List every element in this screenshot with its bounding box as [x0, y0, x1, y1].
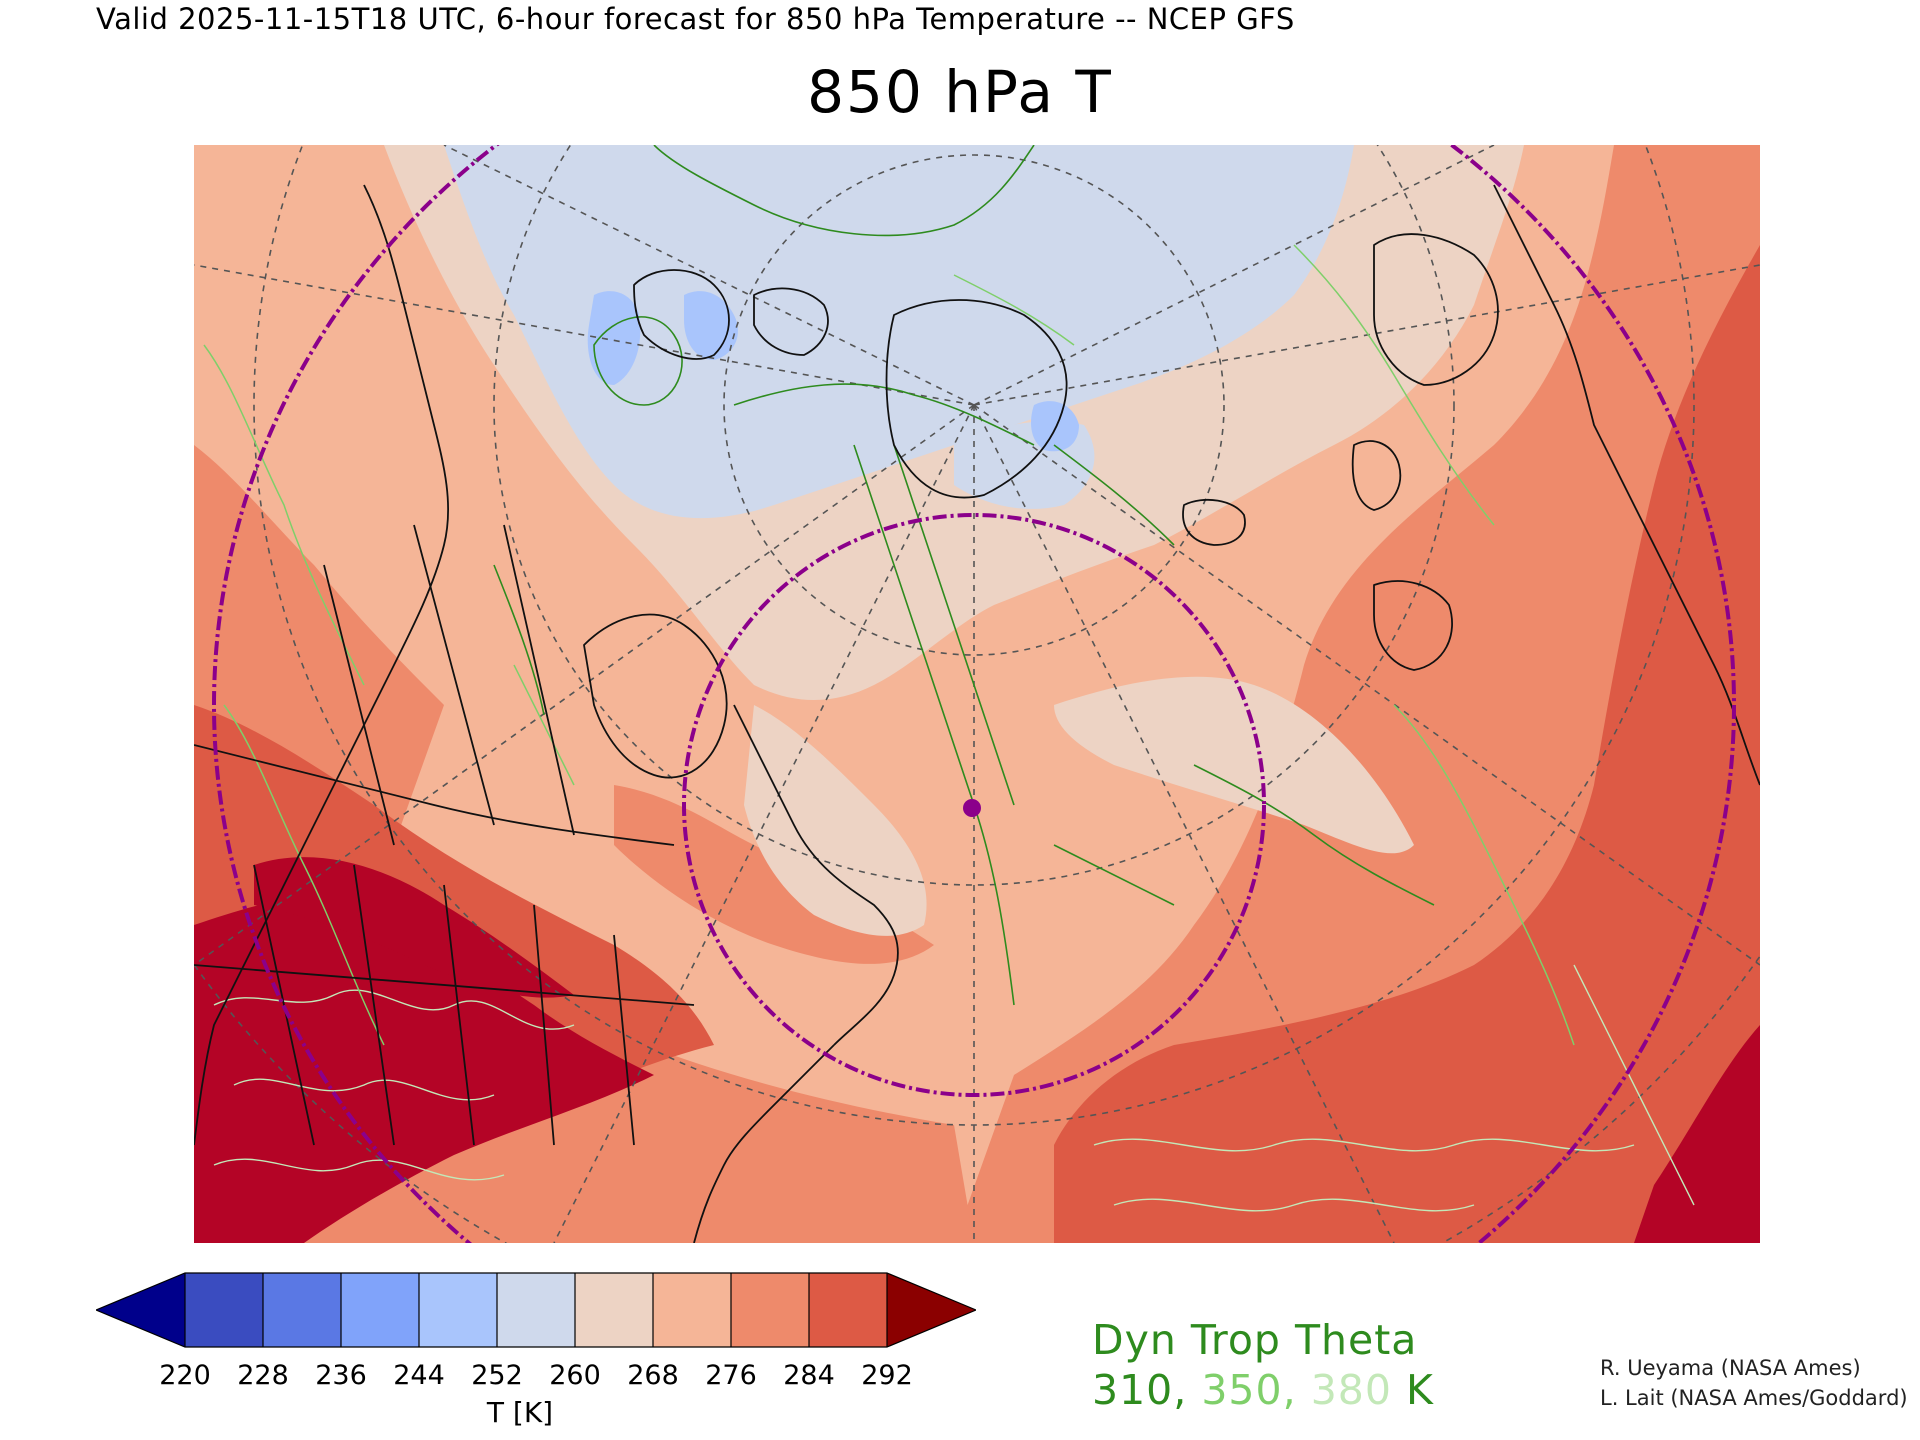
colorbar-unit-label: T [K]: [486, 1396, 554, 1429]
colorbar-tick: 220: [159, 1360, 211, 1391]
coast-scandinavia: [1373, 233, 1499, 386]
field-hottest-sw: [194, 896, 654, 1243]
center-marker: [963, 799, 981, 817]
field-cold-core-2: [684, 291, 738, 360]
legend-separator: ,: [1282, 1366, 1311, 1414]
coast-iceland: [1182, 498, 1246, 546]
meridian-line: [553, 404, 975, 1243]
colorbar-segment: [185, 1273, 263, 1347]
coast-europe: [1493, 184, 1760, 786]
coast-iberia: [1373, 580, 1453, 671]
meridian-line: [443, 145, 975, 406]
latitude-circle: [723, 154, 1225, 656]
field-cool-labrador: [744, 705, 927, 936]
temperature-map: [194, 145, 1760, 1243]
meridian-line: [973, 404, 1760, 966]
field-hottest-plains: [254, 857, 574, 998]
colorbar-tick: 276: [705, 1360, 757, 1391]
colorbar-tick: 236: [315, 1360, 367, 1391]
coast-british-isles: [1351, 440, 1402, 511]
colorbar-segment: [809, 1273, 887, 1347]
coast-greenland: [885, 299, 1068, 499]
trop-theta-value-380: 380: [1310, 1366, 1392, 1414]
colorbar-segment: [575, 1273, 653, 1347]
legend-separator: ,: [1173, 1366, 1202, 1414]
coast-labrador: [733, 704, 899, 1046]
forecast-valid-line: Valid 2025-11-15T18 UTC, 6-hour forecast…: [96, 2, 1295, 36]
colorbar-under-triangle: [96, 1273, 185, 1347]
colorbar-tick: 284: [783, 1360, 835, 1391]
meridian-line: [973, 264, 1760, 406]
coast-arctic-islands: [633, 269, 730, 360]
range-ring-outer: [212, 145, 1736, 1243]
colorbar-segment: [263, 1273, 341, 1347]
colorbar-segment: [341, 1273, 419, 1347]
coast-east-us: [693, 1044, 835, 1243]
colorbar-tick: 268: [627, 1360, 679, 1391]
border-provinces: [323, 524, 575, 846]
meridian-line: [973, 145, 1495, 406]
colorbar-segment: [731, 1273, 809, 1347]
colorbar-tick: 228: [237, 1360, 289, 1391]
field-cold-core-1: [587, 291, 641, 385]
trop-theta-legend-values: 310, 350, 380 K: [1092, 1366, 1434, 1414]
colorbar-segment: [653, 1273, 731, 1347]
colorbar-over-triangle: [887, 1273, 976, 1347]
range-ring-inner: [682, 513, 1266, 1097]
credit-line: L. Lait (NASA Ames/Goddard): [1600, 1386, 1908, 1410]
meridian-line: [194, 404, 975, 966]
field-hottest-se: [1634, 1025, 1760, 1243]
coast-hudson-bay: [583, 613, 728, 779]
graticule: [194, 145, 1760, 1243]
colorbar-tick: 292: [861, 1360, 913, 1391]
border-us-states: [194, 864, 695, 1146]
trop-theta-unit: K: [1391, 1366, 1434, 1414]
colorbar-tick: 244: [393, 1360, 445, 1391]
colorbar-tick: 260: [549, 1360, 601, 1391]
colorbar-tick-labels: 220 228 236 244 252 260 268 276 284 292: [0, 1360, 1000, 1400]
contours-380k: [213, 964, 1695, 1212]
colorbar-segment: [419, 1273, 497, 1347]
meridian-line: [194, 264, 975, 406]
trop-theta-value-310: 310: [1092, 1366, 1174, 1414]
map-canvas: [194, 145, 1760, 1243]
field-cold-core-3: [1031, 401, 1079, 452]
trop-theta-legend-title: Dyn Trop Theta: [1092, 1316, 1418, 1364]
field-hot-east: [1054, 245, 1760, 1243]
border-canada-us: [194, 744, 675, 846]
field-cool-atlantic: [1054, 676, 1414, 854]
colorbar: [96, 1272, 976, 1348]
trop-theta-value-350: 350: [1201, 1366, 1283, 1414]
field-cold-arctic: [444, 145, 1354, 519]
colorbar-tick: 252: [471, 1360, 523, 1391]
credit-line: R. Ueyama (NASA Ames): [1600, 1356, 1861, 1380]
contours-310k: [493, 145, 1435, 1006]
colorbar-segment: [497, 1273, 575, 1347]
contours-350k: [203, 244, 1575, 1046]
meridian-line: [973, 404, 1395, 1243]
map-title: 850 hPa T: [807, 58, 1113, 126]
coast-north-america-west: [194, 184, 449, 1146]
coast-arctic-islands-2: [753, 287, 829, 356]
latitude-circle: [493, 145, 1455, 886]
coastlines: [194, 184, 1760, 1243]
